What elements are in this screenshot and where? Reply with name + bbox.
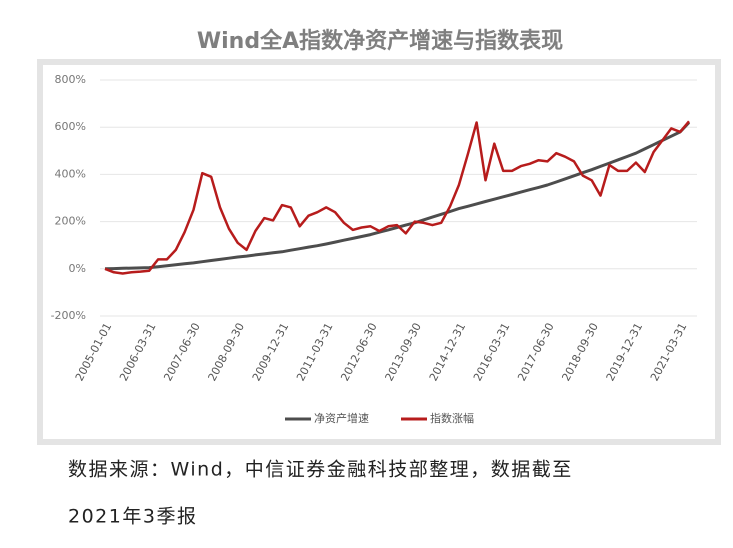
source-note: 2021年3季报 (68, 506, 197, 528)
source-note: 数据来源：Wind，中信证券金融科技部整理，数据截至 (68, 459, 573, 481)
y-tick-label: -200% (51, 309, 86, 322)
chart-frame (37, 59, 721, 445)
y-tick-label: 800% (55, 73, 86, 86)
y-tick-label: 0% (69, 262, 86, 275)
series-line (104, 121, 691, 271)
y-tick-label: 400% (55, 167, 86, 180)
y-tick-label: 600% (55, 120, 86, 133)
legend-label: 净资产增速 (314, 411, 369, 425)
y-tick-label: 200% (55, 215, 86, 228)
chart-title: Wind全A指数净资产增速与指数表现 (197, 28, 563, 54)
series-line (104, 120, 690, 275)
legend-label: 指数涨幅 (430, 411, 474, 425)
